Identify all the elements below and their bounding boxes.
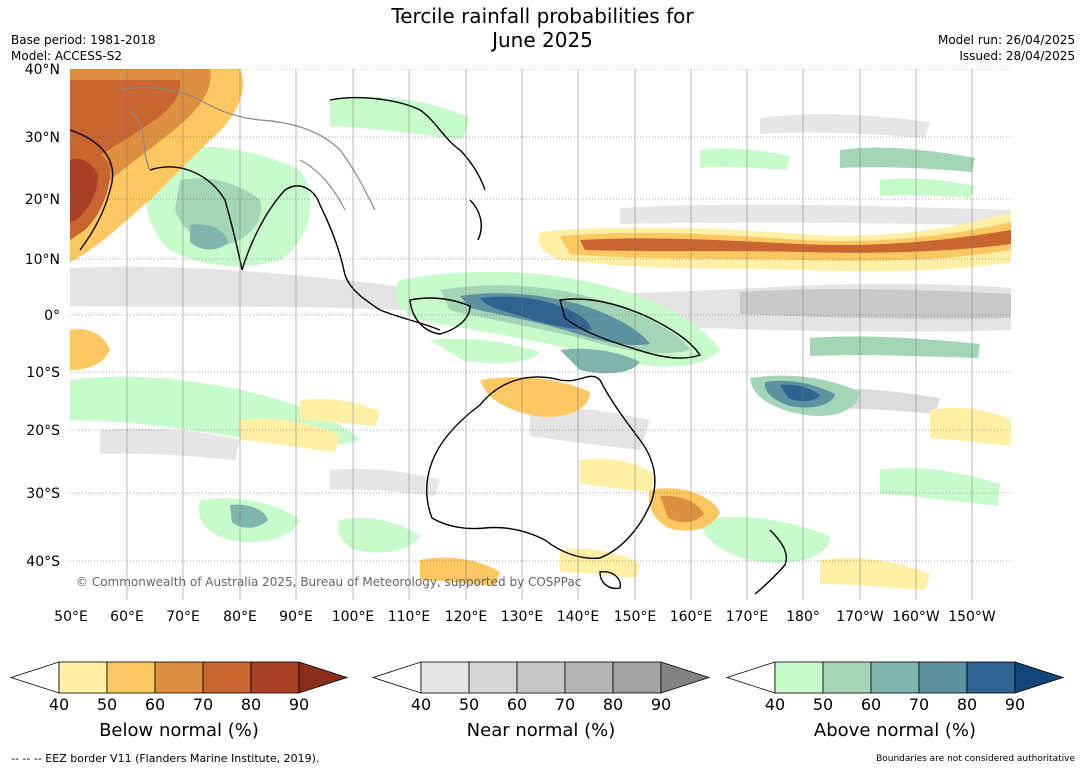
lon-label-100e: 100°E [332, 609, 375, 625]
gridlines [70, 69, 1011, 562]
lon-label-80e: 80°E [223, 609, 257, 625]
colorbar-above-tick: 50 [813, 695, 833, 714]
colorbar-below-tick: 50 [97, 695, 117, 714]
colorbar-below-tick: 90 [289, 695, 309, 714]
colorbar-below-cell [106, 661, 156, 694]
colorbar-near-tick: 70 [555, 695, 575, 714]
lat-label-40n: 40°N [25, 62, 60, 78]
colorbar-above-cell [870, 661, 920, 694]
lon-label-160w: 160°W [892, 609, 940, 625]
colorbar-above-cell [918, 661, 968, 694]
lon-label-140e: 140°E [557, 609, 600, 625]
latitude-labels: 40°N 30°N 20°N 10°N 0° 10°S 20°S 30°S 40… [25, 62, 60, 570]
colorbar-below-cell [250, 661, 300, 694]
lat-label-40s: 40°S [26, 554, 60, 570]
colorbar-above-tick: 90 [1005, 695, 1025, 714]
colorbar-near-tick: 60 [507, 695, 527, 714]
title-line-2: June 2025 [492, 28, 593, 52]
lon-label-150e: 150°E [614, 609, 657, 625]
base-period-text: Base period: 1981-2018 [11, 33, 156, 47]
lon-label-150w: 150°W [948, 609, 996, 625]
lon-label-90e: 90°E [279, 609, 313, 625]
above-normal-areas [70, 96, 1000, 563]
map-title: Tercile rainfall probabilities for June … [0, 4, 1085, 52]
meta-right: Model run: 26/04/2025 Issued: 28/04/2025 [938, 32, 1075, 64]
issued-text: Issued: 28/04/2025 [959, 49, 1075, 63]
lat-label-0: 0° [44, 308, 60, 324]
colorbar-above-tick: 70 [909, 695, 929, 714]
colorbar-near-tick: 40 [411, 695, 431, 714]
colorbar-above-extend-low [725, 661, 776, 694]
colorbar-near-cell [612, 661, 662, 694]
eez-border-note: -- -- -- EEZ border V11 (Flanders Marine… [11, 752, 320, 765]
colorbar-above-tick: 60 [861, 695, 881, 714]
colorbar-below-cell [58, 661, 108, 694]
lat-label-30s: 30°S [26, 486, 60, 502]
colorbar-above-cell [774, 661, 824, 694]
lon-label-130e: 130°E [501, 609, 544, 625]
model-text: Model: ACCESS-S2 [11, 49, 123, 63]
lon-label-120e: 120°E [445, 609, 488, 625]
colorbar-below-tick: 70 [193, 695, 213, 714]
colorbar-above-title: Above normal (%) [814, 720, 976, 741]
boundaries-disclaimer: Boundaries are not considered authoritat… [876, 754, 1075, 764]
colorbar-below-normal: 40 50 60 70 80 90 Below normal (%) [9, 661, 349, 741]
colorbar-near-normal: 40 50 60 70 80 90 Near normal (%) [371, 661, 711, 741]
lat-label-10n: 10°N [25, 252, 60, 268]
colorbar-below-cell [154, 661, 204, 694]
colorbar-near-cell [564, 661, 614, 694]
colorbar-below-tick: 40 [49, 695, 69, 714]
map-plot-area: © Commonwealth of Australia 2025, Bureau… [70, 69, 1011, 600]
colorbar-near-title: Near normal (%) [467, 720, 616, 741]
copyright-text: © Commonwealth of Australia 2025, Bureau… [76, 575, 581, 589]
colorbar-near-cell [516, 661, 566, 694]
lat-label-20n: 20°N [25, 192, 60, 208]
colorbar-below-tick: 60 [145, 695, 165, 714]
lat-label-30n: 30°N [25, 130, 60, 146]
longitude-labels: 50°E 60°E 70°E 80°E 90°E 100°E 110°E 120… [54, 609, 996, 625]
lon-label-170e: 170°E [726, 609, 769, 625]
colorbar-above-tick: 80 [957, 695, 977, 714]
colorbar-above-normal: 40 50 60 70 80 90 Above normal (%) [725, 661, 1065, 741]
colorbar-below-cells: 40 50 60 70 80 90 [9, 661, 349, 714]
lon-label-170w: 170°W [836, 609, 884, 625]
colorbar-above-extend-high [1014, 661, 1065, 694]
meridians [126, 69, 973, 600]
colorbar-above-cell [966, 661, 1016, 694]
title-line-1: Tercile rainfall probabilities for [391, 4, 694, 28]
colorbar-above-tick: 40 [765, 695, 785, 714]
colorbar-near-cell [420, 661, 470, 694]
colorbar-near-extend-high [660, 661, 711, 694]
colorbar-near-cell [468, 661, 518, 694]
lat-label-10s: 10°S [26, 365, 60, 381]
colorbar-below-cell [202, 661, 252, 694]
lon-label-50e: 50°E [54, 609, 88, 625]
lon-label-160e: 160°E [670, 609, 713, 625]
lon-label-180: 180° [786, 609, 820, 625]
colorbar-above-cells: 40 50 60 70 80 90 [725, 661, 1065, 714]
lon-label-70e: 70°E [166, 609, 200, 625]
colorbar-near-cells: 40 50 60 70 80 90 [371, 661, 711, 714]
coastlines [70, 96, 787, 595]
below-normal-areas [70, 69, 1011, 590]
lon-label-110e: 110°E [388, 609, 431, 625]
country-borders [119, 87, 376, 211]
colorbar-below-title: Below normal (%) [99, 720, 259, 741]
colorbar-near-tick: 50 [459, 695, 479, 714]
model-run-text: Model run: 26/04/2025 [937, 33, 1075, 47]
colorbar-below-extend-low [9, 661, 60, 694]
colorbar-near-tick: 90 [651, 695, 671, 714]
meta-left: Base period: 1981-2018 Model: ACCESS-S2 [11, 32, 156, 64]
colorbar-below-extend-high [298, 661, 349, 694]
colorbar-near-tick: 80 [603, 695, 623, 714]
colorbar-below-tick: 80 [241, 695, 261, 714]
colorbar-near-extend-low [371, 661, 422, 694]
colorbar-above-cell [822, 661, 872, 694]
lon-label-60e: 60°E [110, 609, 144, 625]
lat-label-20s: 20°S [26, 423, 60, 439]
